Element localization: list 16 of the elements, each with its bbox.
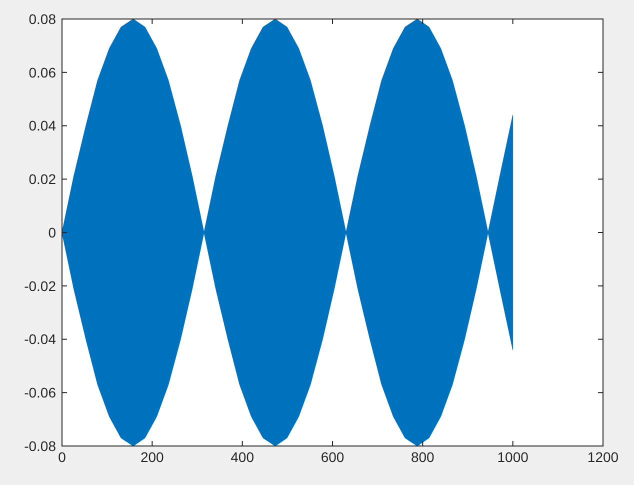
x-tick-label: 600 [320, 449, 344, 465]
y-tick-label: 0.04 [28, 118, 56, 134]
y-tick-label: -0.02 [24, 278, 56, 294]
x-tick-label: 0 [58, 449, 66, 465]
y-tick-label: -0.08 [24, 438, 56, 454]
y-tick-label: -0.04 [24, 331, 56, 348]
x-tick-label: 1200 [587, 449, 619, 465]
x-tick-label: 1000 [497, 449, 529, 465]
y-tick-label: -0.06 [24, 384, 56, 401]
x-tick-label: 200 [140, 449, 164, 465]
y-tick-label: 0.08 [28, 10, 56, 27]
x-tick-label: 400 [230, 449, 254, 465]
x-tick-label: 800 [410, 449, 435, 465]
y-tick-label: 0.06 [28, 64, 56, 80]
y-tick-label: 0.02 [28, 171, 56, 188]
y-tick-label: 0 [48, 224, 56, 240]
